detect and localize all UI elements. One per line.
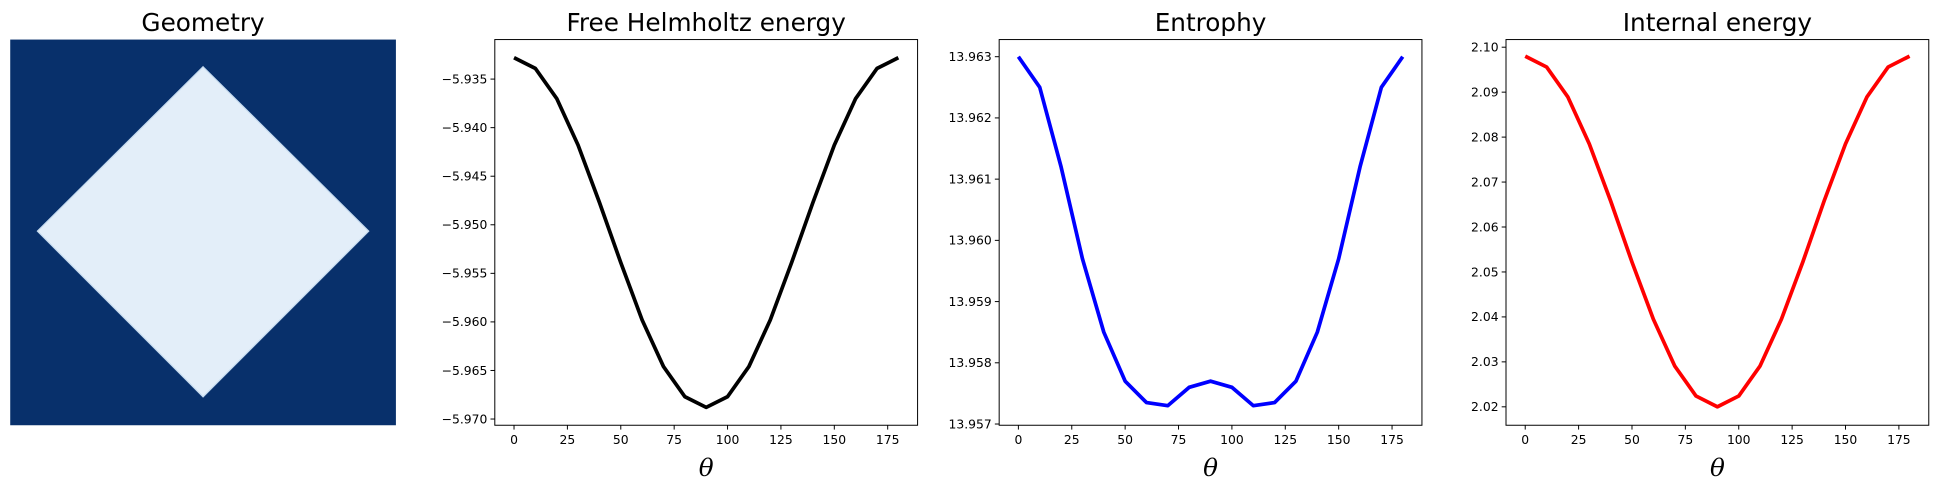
axes-frame (1505, 39, 1930, 426)
x-tick-label: 125 (1780, 433, 1804, 447)
curve (513, 56, 900, 410)
x-tick-label: 0 (510, 433, 518, 447)
y-tick-label: −5.965 (442, 364, 488, 378)
curve (1016, 55, 1405, 408)
x-tick-label: 25 (1064, 433, 1080, 447)
x-tick-label: 100 (716, 433, 740, 447)
x-tick-label: 175 (876, 433, 900, 447)
geometry-diamond (36, 65, 370, 398)
y-tick-label: 2.07 (1471, 175, 1499, 189)
x-tick-label: 125 (1273, 433, 1297, 447)
y-tick-label: −5.960 (442, 315, 488, 329)
y-tick-label: −5.940 (442, 121, 488, 135)
y-tick-label: −5.935 (442, 72, 488, 86)
x-tick-label: 175 (1380, 433, 1404, 447)
y-tick-label: 13.958 (949, 356, 992, 370)
x-tick-label: 0 (1014, 433, 1022, 447)
curve (1524, 54, 1911, 409)
x-tick-label: 150 (1834, 433, 1858, 447)
panel-title: Geometry (141, 8, 264, 37)
x-tick-label: 75 (1171, 433, 1187, 447)
x-tick-label: 50 (1624, 433, 1640, 447)
y-tick-label: −5.955 (442, 267, 488, 281)
x-tick-label: 50 (613, 433, 629, 447)
x-tick-label: 100 (1220, 433, 1244, 447)
x-tick-label: 25 (560, 433, 576, 447)
x-tick-label: 75 (666, 433, 682, 447)
y-tick-label: 2.08 (1471, 130, 1499, 144)
y-tick-label: 13.962 (949, 111, 992, 125)
x-tick-label: 0 (1521, 433, 1529, 447)
panel-title: Internal energy (1623, 8, 1812, 37)
x-tick-label: 150 (823, 433, 847, 447)
y-tick-label: −5.970 (442, 412, 488, 426)
y-tick-label: 13.963 (949, 50, 992, 64)
axes-frame (494, 39, 919, 426)
y-tick-label: 2.10 (1471, 41, 1499, 55)
y-tick-label: −5.950 (442, 218, 488, 232)
x-tick-label: 25 (1571, 433, 1587, 447)
x-tick-label: 75 (1677, 433, 1693, 447)
y-tick-label: 13.957 (949, 417, 992, 431)
x-axis-label: θ (699, 453, 714, 482)
y-tick-label: 2.09 (1471, 85, 1499, 99)
x-tick-label: 50 (1117, 433, 1133, 447)
y-tick-label: −5.945 (442, 170, 488, 184)
y-tick-label: 2.02 (1471, 400, 1499, 414)
y-tick-label: 2.05 (1471, 265, 1499, 279)
y-tick-label: 2.04 (1471, 310, 1499, 324)
x-axis-label: θ (1710, 453, 1725, 482)
x-tick-label: 100 (1727, 433, 1751, 447)
y-tick-label: 13.961 (949, 172, 992, 186)
y-tick-label: 13.959 (949, 295, 992, 309)
panel-title: Entrophy (1155, 8, 1267, 37)
y-tick-label: 2.03 (1471, 355, 1499, 369)
panel-title: Free Helmholtz energy (567, 8, 846, 37)
x-tick-label: 125 (769, 433, 793, 447)
y-tick-label: 2.06 (1471, 220, 1499, 234)
y-tick-label: 13.960 (949, 234, 992, 248)
x-tick-label: 175 (1887, 433, 1911, 447)
x-axis-label: θ (1203, 453, 1218, 482)
x-tick-label: 150 (1327, 433, 1351, 447)
axes-frame (998, 39, 1423, 426)
